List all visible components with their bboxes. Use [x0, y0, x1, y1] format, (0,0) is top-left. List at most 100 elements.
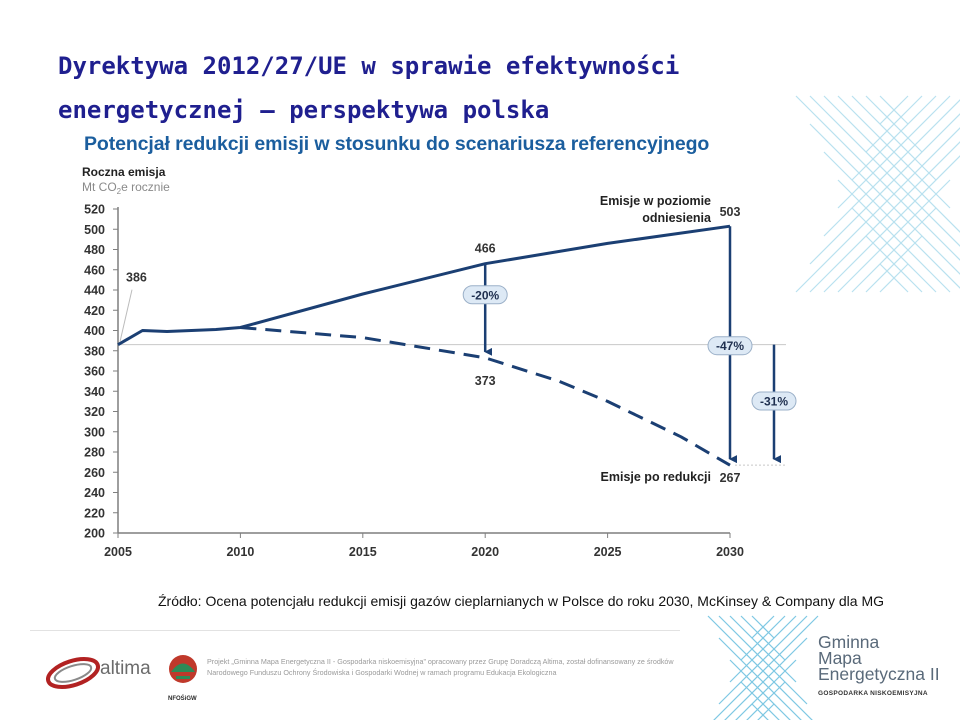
y-tick-label: 380 [84, 344, 105, 358]
lattice-line [729, 659, 791, 720]
y-tick-label: 460 [84, 263, 105, 277]
y-tick-label: 520 [84, 203, 105, 217]
y-tick-label: 280 [84, 446, 105, 460]
y-tick-label: 400 [84, 324, 105, 338]
lattice-line [740, 615, 786, 661]
x-tick-label: 2005 [104, 545, 132, 559]
y-tick-label: 240 [84, 486, 105, 500]
series-line-baseline [117, 224, 731, 346]
chart-series [117, 224, 731, 467]
y-tick-label: 340 [84, 385, 105, 399]
lattice-line [879, 263, 909, 293]
lattice-line [751, 703, 769, 720]
nfosigw-logo-icon [169, 655, 197, 683]
lattice-line [718, 637, 802, 720]
lattice-logo-icon [707, 615, 819, 720]
project-funding-note: Projekt „Gminna Mapa Energetyczna II - G… [207, 657, 674, 677]
nfosigw-logo [169, 655, 197, 683]
lattice-line [735, 659, 797, 720]
x-tick-label: 2020 [471, 545, 499, 559]
altima-logo-text: altima [100, 658, 151, 679]
slide-title-line-2: energetycznej – perspektywa polska [58, 96, 550, 124]
y-axis-unit: Mt CO2e rocznie [82, 180, 170, 196]
x-tick-label: 2030 [716, 545, 744, 559]
x-tick-label: 2010 [226, 545, 254, 559]
y-tick-label: 360 [84, 365, 105, 379]
lattice-line [809, 113, 960, 265]
slide-title-line-1: Dyrektywa 2012/27/UE w sprawie efektywno… [58, 52, 680, 80]
lattice-line [809, 141, 960, 293]
y-tick-label: 500 [84, 223, 105, 237]
y-tick-label: 220 [84, 506, 105, 520]
lattice-line [757, 703, 775, 720]
lattice-line [713, 615, 819, 720]
lattice-line [865, 235, 923, 293]
series-line-reduced [240, 326, 731, 467]
y-tick-label: 200 [84, 527, 105, 541]
lattice-line [865, 95, 923, 153]
brand-subtitle: GOSPODARKA NISKOEMISYJNA [818, 690, 928, 697]
lattice-line [718, 615, 808, 705]
lattice-line [851, 207, 937, 293]
reduction-badge [707, 336, 753, 356]
y-tick-label: 300 [84, 425, 105, 439]
point-label: 267 [720, 471, 741, 485]
lattice-line [823, 155, 960, 293]
y-tick-label: 480 [84, 243, 105, 257]
y-tick-label: 420 [84, 304, 105, 318]
point-label-leader [119, 289, 133, 342]
series-label-baseline-line1: Emisje w poziomie [600, 194, 711, 208]
footer-divider [30, 630, 680, 631]
reduction-badge [751, 391, 797, 411]
altima-logo [45, 657, 101, 689]
lattice-line [729, 615, 797, 683]
reduction-badge-label: -47% [716, 339, 744, 353]
brand-line-2: Mapa [818, 648, 862, 668]
lattice-decoration-top [795, 95, 960, 293]
reduction-badge-label: -31% [760, 395, 788, 409]
reduction-badge-label: -20% [471, 288, 499, 302]
lattice-line [837, 95, 951, 209]
lattice-line [837, 179, 951, 293]
chart-axes: 200 220 240 260 280 300 320 340 360 380 400 420 440 4… [84, 203, 786, 559]
reduction-markers: -20% -47% -31% [462, 226, 797, 464]
lattice-line [809, 123, 960, 275]
lattice-line [751, 615, 775, 639]
lattice-line [809, 95, 960, 247]
y-tick-label: 260 [84, 466, 105, 480]
lattice-line [740, 615, 786, 661]
y-axis-title: Roczna emisja Mt CO2e rocznie [82, 165, 170, 196]
lattice-line [724, 637, 808, 720]
emissions-chart: Roczna emisja Mt CO2e rocznie 2002202402… [82, 95, 960, 559]
chart-title: Potencjał redukcji emisji w stosunku do … [84, 133, 710, 155]
lattice-line [729, 615, 797, 683]
reduction-badge [462, 285, 508, 305]
series-label-baseline-line2: odniesienia [642, 211, 712, 225]
lattice-line [718, 615, 808, 705]
y-tick-label: 440 [84, 284, 105, 298]
brand-logo: Gminna Mapa Energetyczna II GOSPODARKA N… [818, 632, 940, 702]
lattice-line [795, 127, 960, 293]
series-label-reduced: Emisje po redukcji [601, 470, 711, 484]
lattice-line [746, 681, 786, 720]
point-label: 466 [475, 242, 496, 256]
lattice-line [879, 95, 909, 125]
x-tick-label: 2015 [349, 545, 377, 559]
y-tick-label: 320 [84, 405, 105, 419]
chart-labels: Emisje w poziomie odniesienia Emisje po … [119, 194, 741, 485]
y-axis-title-line1: Roczna emisja [82, 165, 166, 179]
slide-title: Dyrektywa 2012/27/UE w sprawie efektywno… [58, 44, 778, 132]
point-label: 503 [720, 205, 741, 219]
nfosigw-logo-text: NFOŚiGW [168, 696, 197, 702]
point-label: 373 [475, 374, 496, 388]
lattice-line [707, 615, 813, 720]
x-tick-label: 2025 [594, 545, 622, 559]
lattice-line [823, 99, 960, 237]
source-note: Źródło: Ocena potencjału redukcji emisji… [158, 593, 885, 609]
brand-line-1: Gminna [818, 632, 880, 652]
lattice-line [740, 681, 780, 720]
lattice-line [751, 615, 775, 639]
point-label: 386 [126, 271, 147, 285]
altima-swoosh-icon [45, 657, 101, 689]
brand-line-3: Energetyczna II [818, 664, 940, 684]
